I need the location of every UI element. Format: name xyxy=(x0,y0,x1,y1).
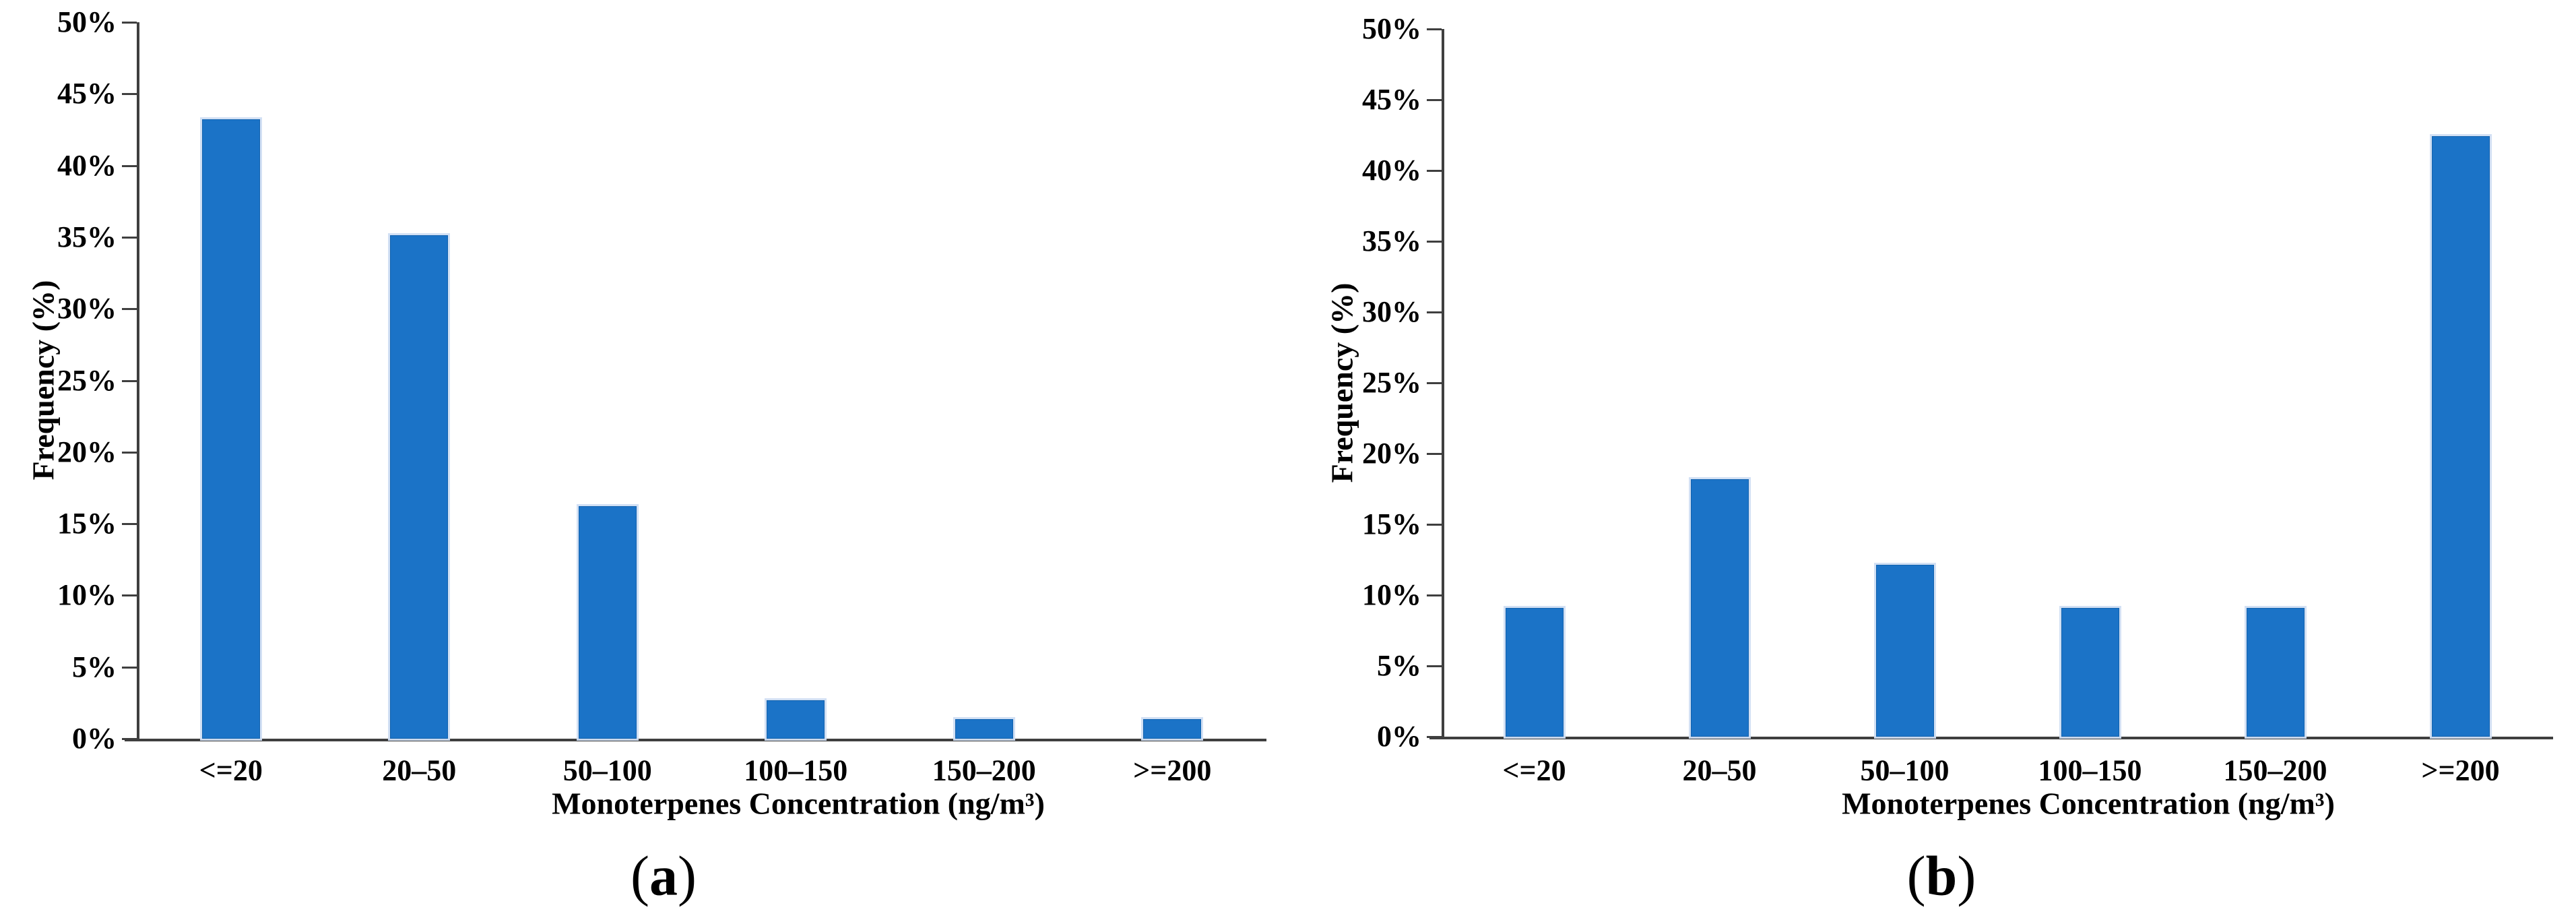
y-tick-label: 20% xyxy=(1362,437,1421,470)
bar xyxy=(767,700,825,739)
y-tick xyxy=(1427,241,1442,243)
y-tick xyxy=(1427,736,1442,738)
bar xyxy=(2246,608,2305,737)
x-tick-label: 20–50 xyxy=(1682,754,1757,787)
panel-caption: (b) xyxy=(1907,844,1976,909)
y-tick-label: 30% xyxy=(1362,295,1421,328)
caption-paren-open: ( xyxy=(631,844,649,908)
y-tick-label: 25% xyxy=(57,363,117,397)
x-tick-label: <=20 xyxy=(1502,754,1566,787)
y-tick xyxy=(122,666,137,669)
y-tick xyxy=(122,93,137,96)
y-tick xyxy=(1427,665,1442,667)
y-tick-label: 35% xyxy=(57,220,117,253)
bar xyxy=(1505,608,1564,737)
y-tick-label: 40% xyxy=(1362,154,1421,187)
y-tick xyxy=(1427,382,1442,384)
panel-caption: (a) xyxy=(631,844,697,909)
x-tick-label: 50–100 xyxy=(562,754,652,787)
y-tick xyxy=(122,523,137,526)
y-tick-label: 45% xyxy=(1362,83,1421,116)
y-tick-label: 15% xyxy=(1362,508,1421,541)
y-tick xyxy=(122,738,137,740)
x-tick-label: >=200 xyxy=(2421,754,2500,787)
chart-panel-b: Frequency (%) Monoterpenes Concentration… xyxy=(1288,0,2576,922)
caption-letter: a xyxy=(649,844,678,908)
y-tick xyxy=(122,308,137,311)
bar xyxy=(1875,565,1934,737)
x-tick-label: 50–100 xyxy=(1860,754,1950,787)
y-tick-label: 5% xyxy=(72,650,117,683)
x-axis-title: Monoterpenes Concentration (ng/m³) xyxy=(552,786,1045,821)
x-axis-line xyxy=(1429,737,2553,739)
y-tick-label: 40% xyxy=(57,148,117,182)
y-tick-label: 35% xyxy=(1362,224,1421,257)
x-tick-label: 20–50 xyxy=(382,754,457,787)
bar xyxy=(578,506,637,739)
x-axis-line xyxy=(125,739,1266,741)
caption-paren-open: ( xyxy=(1906,844,1926,908)
y-tick xyxy=(122,22,137,24)
bar xyxy=(1690,479,1749,737)
y-tick-label: 10% xyxy=(1362,578,1421,611)
y-tick xyxy=(1427,524,1442,526)
x-tick-label: 100–150 xyxy=(744,754,848,787)
x-tick-label: 150–200 xyxy=(2223,754,2327,787)
y-tick-label: 5% xyxy=(1377,649,1421,682)
bar xyxy=(201,119,260,739)
y-tick xyxy=(1427,594,1442,596)
y-tick-label: 0% xyxy=(1377,720,1421,753)
y-tick xyxy=(122,236,137,239)
bar xyxy=(955,719,1013,739)
bar xyxy=(2431,136,2490,737)
y-tick xyxy=(122,594,137,597)
caption-letter: b xyxy=(1925,844,1958,908)
y-tick-label: 50% xyxy=(57,5,117,38)
y-tick-label: 20% xyxy=(57,435,117,468)
x-tick-label: 100–150 xyxy=(2038,754,2142,787)
caption-paren-close: ) xyxy=(678,844,697,908)
y-axis-line xyxy=(1442,29,1444,739)
y-tick-label: 15% xyxy=(57,507,117,541)
y-tick-label: 0% xyxy=(72,722,117,755)
y-tick xyxy=(1427,170,1442,172)
y-tick xyxy=(122,379,137,382)
y-tick xyxy=(122,164,137,167)
y-tick xyxy=(1427,99,1442,101)
x-tick-label: >=200 xyxy=(1133,754,1212,787)
bar xyxy=(1143,719,1202,739)
caption-paren-close: ) xyxy=(1957,844,1976,908)
x-tick-label: 150–200 xyxy=(932,754,1036,787)
y-tick-label: 45% xyxy=(57,77,117,111)
bar xyxy=(2061,608,2119,737)
y-tick-label: 50% xyxy=(1362,12,1421,45)
y-tick-label: 30% xyxy=(57,292,117,326)
y-tick-label: 10% xyxy=(57,578,117,612)
y-tick xyxy=(122,451,137,454)
bar xyxy=(390,235,449,739)
y-tick xyxy=(1427,28,1442,30)
y-tick xyxy=(1427,453,1442,455)
x-tick-label: <=20 xyxy=(199,754,263,787)
y-tick xyxy=(1427,311,1442,313)
y-axis-line xyxy=(137,22,139,741)
x-axis-title: Monoterpenes Concentration (ng/m³) xyxy=(1842,786,2335,821)
y-tick-label: 25% xyxy=(1362,366,1421,399)
chart-panel-a: Frequency (%) Monoterpenes Concentration… xyxy=(26,5,1266,909)
